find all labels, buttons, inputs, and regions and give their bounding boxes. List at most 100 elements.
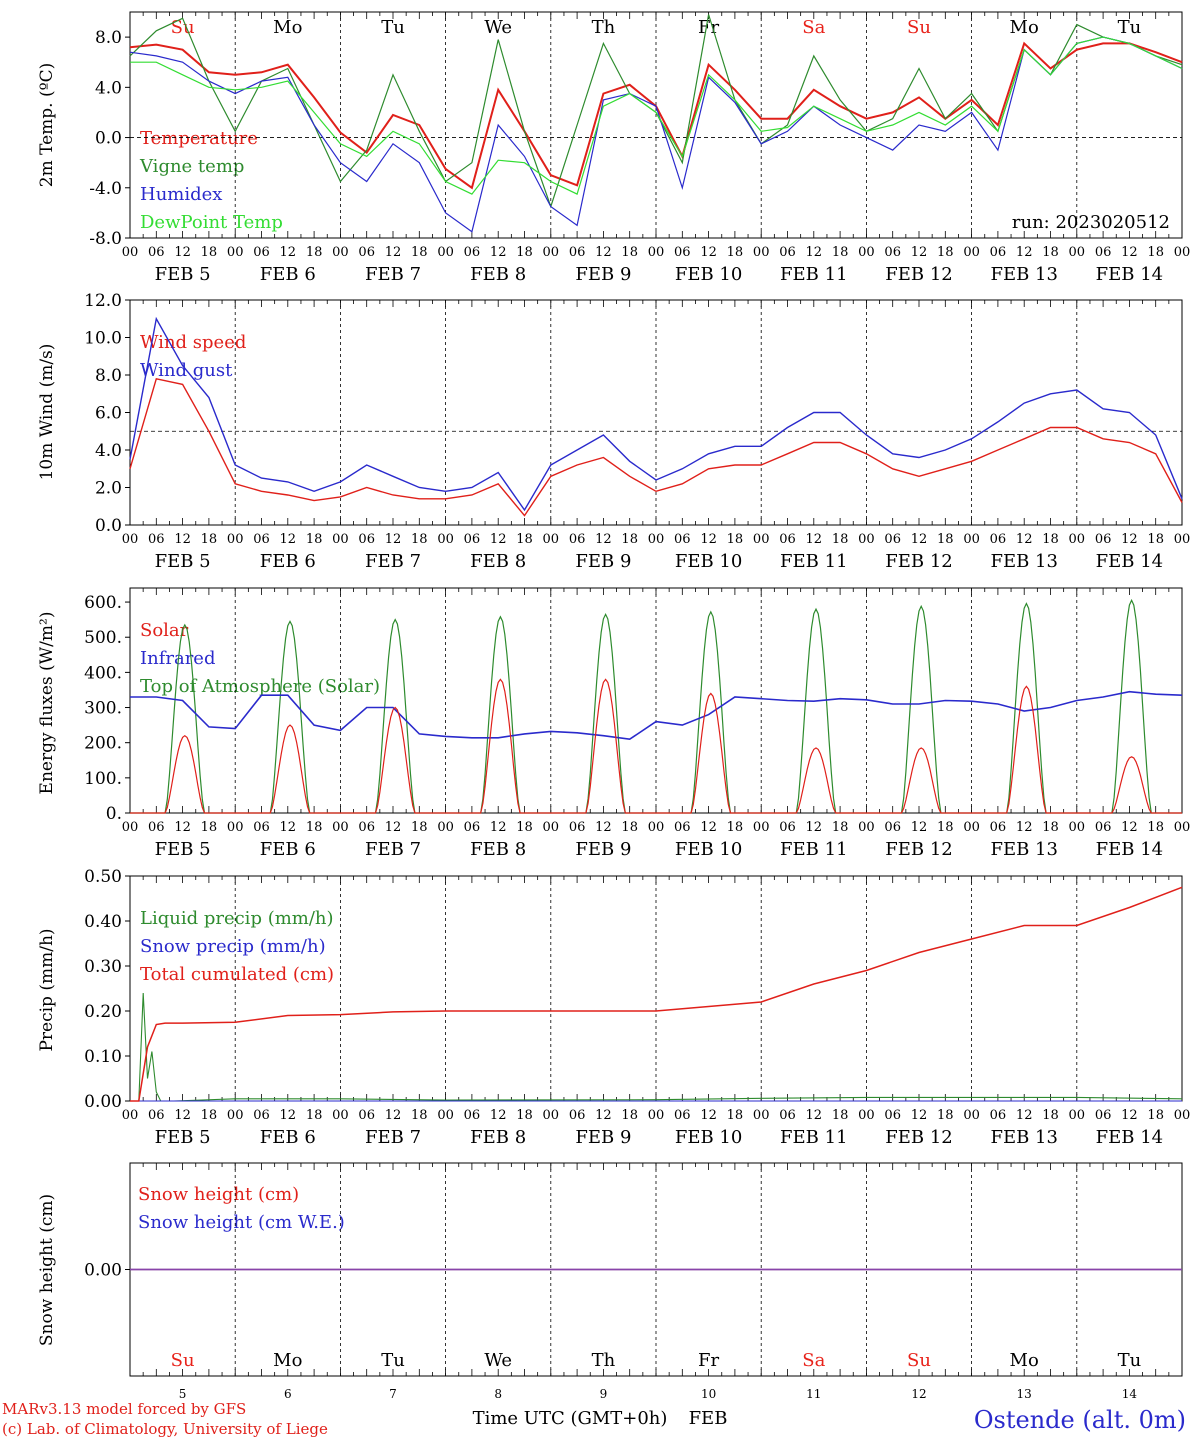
footer: MARv3.13 model forced by GFS (c) Lab. of…	[2, 1400, 1186, 1438]
hour-tick-label: 06	[464, 532, 481, 547]
hour-tick-label: 12	[280, 532, 297, 547]
hour-tick-label: 12	[1016, 820, 1033, 835]
hour-tick-label: 12	[1121, 820, 1138, 835]
hour-tick-label: 06	[674, 532, 691, 547]
hour-tick-label: 12	[280, 1108, 297, 1123]
legend-wind-speed: Wind speed	[140, 332, 246, 353]
date-label: FEB 11	[780, 551, 847, 572]
date-label: FEB 11	[780, 839, 847, 860]
hour-tick-label: 18	[727, 820, 744, 835]
series-line-1	[129, 316, 1183, 512]
hour-tick-label: 06	[779, 820, 796, 835]
hour-tick-label: 12	[595, 532, 612, 547]
date-label: FEB 10	[675, 264, 742, 285]
hour-tick-label: 00	[1174, 245, 1191, 260]
day-name-bottom: Mo	[1010, 1350, 1039, 1371]
hour-tick-label: 06	[990, 820, 1007, 835]
hour-tick-label: 00	[227, 1108, 244, 1123]
precip-panel: Precip (mm/h) Liquid precip (mm/h) Snow …	[37, 867, 1190, 1148]
hour-tick-label: 06	[674, 1108, 691, 1123]
hour-tick-label: 00	[1069, 532, 1086, 547]
hour-tick-label: 00	[122, 532, 139, 547]
hour-tick-label: 12	[1016, 1108, 1033, 1123]
y-tick-label: 0.00	[84, 1261, 122, 1281]
hour-tick-label: 00	[437, 1108, 454, 1123]
hour-tick-label: 18	[832, 820, 849, 835]
temperature-panel: 2m Temp. (ºC) run: 2023020512 Temperatur…	[37, 11, 1191, 285]
hour-tick-label: 06	[569, 820, 586, 835]
day-name-bottom: Tu	[381, 1350, 405, 1371]
hour-tick-label: 18	[727, 532, 744, 547]
y-tick-label: 8.0	[95, 28, 122, 48]
hour-tick-label: 00	[437, 532, 454, 547]
hour-tick-label: 12	[700, 820, 717, 835]
x-axis-month: FEB	[689, 1408, 728, 1429]
date-label: FEB 13	[990, 839, 1057, 860]
hour-tick-label: 12	[1016, 532, 1033, 547]
hour-tick-label: 00	[753, 532, 770, 547]
legend-snow-height: Snow height (cm)	[138, 1184, 299, 1205]
hour-tick-label: 00	[963, 245, 980, 260]
hour-tick-label: 00	[543, 532, 560, 547]
date-label: FEB 7	[365, 839, 421, 860]
hour-tick-label: 18	[832, 532, 849, 547]
y-tick-label: 0.00	[84, 1092, 122, 1112]
hour-tick-label: 12	[1121, 245, 1138, 260]
hour-tick-label: 12	[490, 1108, 507, 1123]
day-number: 12	[911, 1387, 926, 1401]
hour-tick-label: 06	[884, 820, 901, 835]
legend-temperature: Temperature	[140, 128, 258, 149]
day-name-top: Tu	[1118, 17, 1142, 38]
hour-tick-label: 12	[700, 532, 717, 547]
hour-tick-label: 12	[806, 245, 823, 260]
date-label: FEB 8	[470, 264, 526, 285]
hour-tick-label: 18	[1042, 245, 1059, 260]
hour-tick-label: 00	[437, 820, 454, 835]
run-label: run: 2023020512	[1012, 212, 1170, 233]
series-line-0	[130, 678, 1182, 814]
day-name-top: Fr	[698, 17, 719, 38]
hour-tick-label: 00	[1174, 1108, 1191, 1123]
y-tick-label: 0.40	[84, 912, 122, 932]
hour-tick-label: 06	[884, 1108, 901, 1123]
date-label: FEB 13	[990, 551, 1057, 572]
hour-tick-label: 06	[990, 532, 1007, 547]
hour-tick-label: 12	[385, 532, 402, 547]
y-tick-label: 600.	[84, 593, 122, 613]
hour-tick-label: 06	[148, 245, 165, 260]
hour-tick-label: 00	[858, 820, 875, 835]
date-label: FEB 10	[675, 551, 742, 572]
hour-tick-label: 00	[858, 1108, 875, 1123]
y-tick-label: 100.	[84, 769, 122, 789]
day-name-bottom: Su	[171, 1350, 195, 1371]
hour-tick-label: 00	[122, 245, 139, 260]
hour-tick-label: 00	[543, 820, 560, 835]
hour-tick-label: 06	[464, 245, 481, 260]
date-label: FEB 5	[155, 839, 211, 860]
date-label: FEB 6	[260, 839, 316, 860]
lab-credit: (c) Lab. of Climatology, University of L…	[2, 1420, 328, 1438]
date-label: FEB 5	[155, 1127, 211, 1148]
hour-tick-label: 00	[332, 532, 349, 547]
series-line-1	[130, 690, 1183, 741]
y-tick-label: 0.0	[95, 129, 122, 149]
hour-tick-label: 00	[227, 532, 244, 547]
day-name-top: Su	[171, 17, 195, 38]
y-tick-label: 2.0	[95, 479, 122, 499]
hour-tick-label: 12	[911, 245, 928, 260]
wind-panel: 10m Wind (m/s) Wind speed Wind gust 0.02…	[37, 291, 1190, 572]
hour-tick-label: 06	[464, 1108, 481, 1123]
hour-tick-label: 06	[1095, 1108, 1112, 1123]
hour-tick-label: 06	[779, 532, 796, 547]
date-label: FEB 6	[260, 264, 316, 285]
date-label: FEB 11	[780, 1127, 847, 1148]
hour-tick-label: 18	[411, 820, 428, 835]
hour-tick-label: 12	[385, 820, 402, 835]
hour-tick-label: 18	[411, 532, 428, 547]
hour-tick-label: 18	[621, 532, 638, 547]
hour-tick-label: 00	[437, 245, 454, 260]
hour-tick-label: 06	[148, 820, 165, 835]
hour-tick-label: 00	[1069, 820, 1086, 835]
day-name-top: Mo	[1010, 17, 1039, 38]
legend-dewpoint: DewPoint Temp	[140, 212, 283, 233]
